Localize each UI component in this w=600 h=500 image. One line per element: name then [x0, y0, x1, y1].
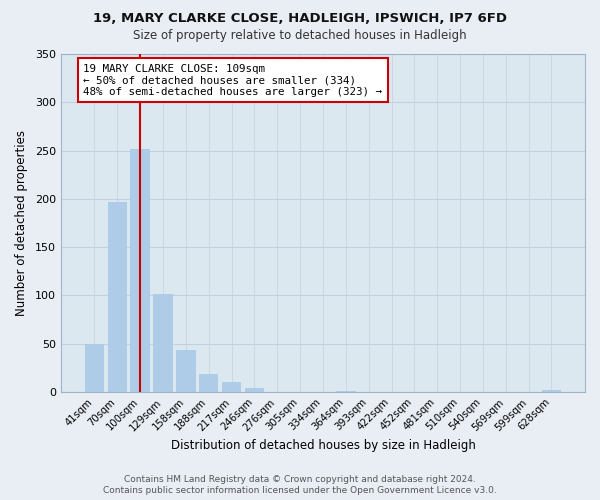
Bar — [336, 391, 356, 392]
Text: 19 MARY CLARKE CLOSE: 109sqm
← 50% of detached houses are smaller (334)
48% of s: 19 MARY CLARKE CLOSE: 109sqm ← 50% of de… — [83, 64, 382, 97]
Text: 19, MARY CLARKE CLOSE, HADLEIGH, IPSWICH, IP7 6FD: 19, MARY CLARKE CLOSE, HADLEIGH, IPSWICH… — [93, 12, 507, 26]
Text: Contains public sector information licensed under the Open Government Licence v3: Contains public sector information licen… — [103, 486, 497, 495]
X-axis label: Distribution of detached houses by size in Hadleigh: Distribution of detached houses by size … — [170, 440, 475, 452]
Bar — [176, 350, 196, 392]
Text: Size of property relative to detached houses in Hadleigh: Size of property relative to detached ho… — [133, 29, 467, 42]
Bar — [107, 202, 127, 392]
Bar — [130, 148, 150, 392]
Text: Contains HM Land Registry data © Crown copyright and database right 2024.: Contains HM Land Registry data © Crown c… — [124, 475, 476, 484]
Bar — [199, 374, 218, 392]
Y-axis label: Number of detached properties: Number of detached properties — [15, 130, 28, 316]
Bar — [85, 344, 104, 392]
Bar — [245, 388, 264, 392]
Bar — [222, 382, 241, 392]
Bar — [154, 294, 173, 392]
Bar — [542, 390, 561, 392]
